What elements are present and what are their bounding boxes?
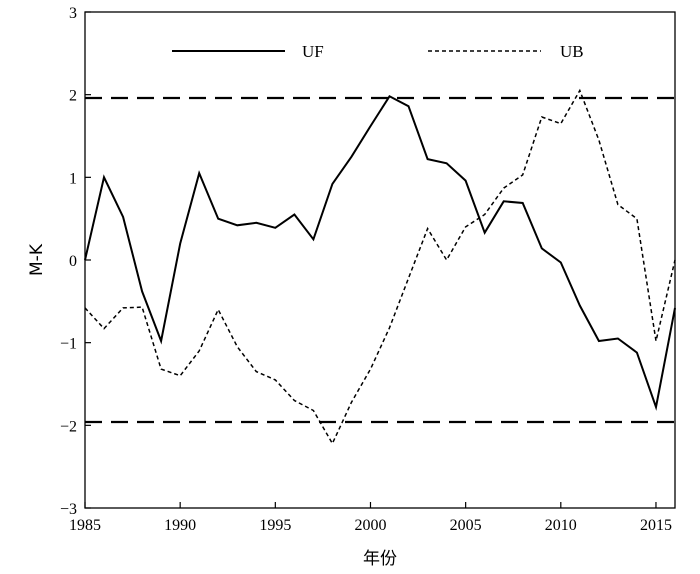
y-tick-label: 2 (69, 88, 77, 105)
reference-lines (85, 96, 675, 424)
x-axis-title: 年份 (363, 549, 397, 569)
y-tick-label: −1 (60, 336, 77, 353)
series-line-uf (84, 94, 676, 411)
y-tick-label: 3 (69, 5, 77, 22)
x-axis: 1985 1990 1995 2000 2005 2010 2015 (69, 502, 672, 534)
series-line-ub (84, 88, 676, 446)
y-tick-label: −2 (60, 418, 77, 435)
x-tick-label: 2015 (640, 517, 672, 534)
legend: UF UB (172, 42, 584, 61)
y-tick-label: 1 (69, 170, 77, 187)
legend-label-uf: UF (302, 42, 324, 61)
series-lines (84, 88, 676, 446)
x-tick-label: 2000 (354, 517, 386, 534)
y-axis: −3 −2 −1 0 1 2 3 (60, 5, 91, 518)
x-tick-label: 1990 (164, 517, 196, 534)
x-tick-label: 1995 (259, 517, 291, 534)
plot-area-frame (84, 11, 676, 509)
x-tick-label: 1985 (69, 517, 101, 534)
legend-label-ub: UB (560, 42, 584, 61)
y-axis-title: M-K (27, 243, 47, 276)
y-tick-label: −3 (60, 501, 77, 518)
y-tick-label: 0 (69, 253, 77, 270)
x-tick-label: 2010 (545, 517, 577, 534)
x-tick-label: 2005 (450, 517, 482, 534)
